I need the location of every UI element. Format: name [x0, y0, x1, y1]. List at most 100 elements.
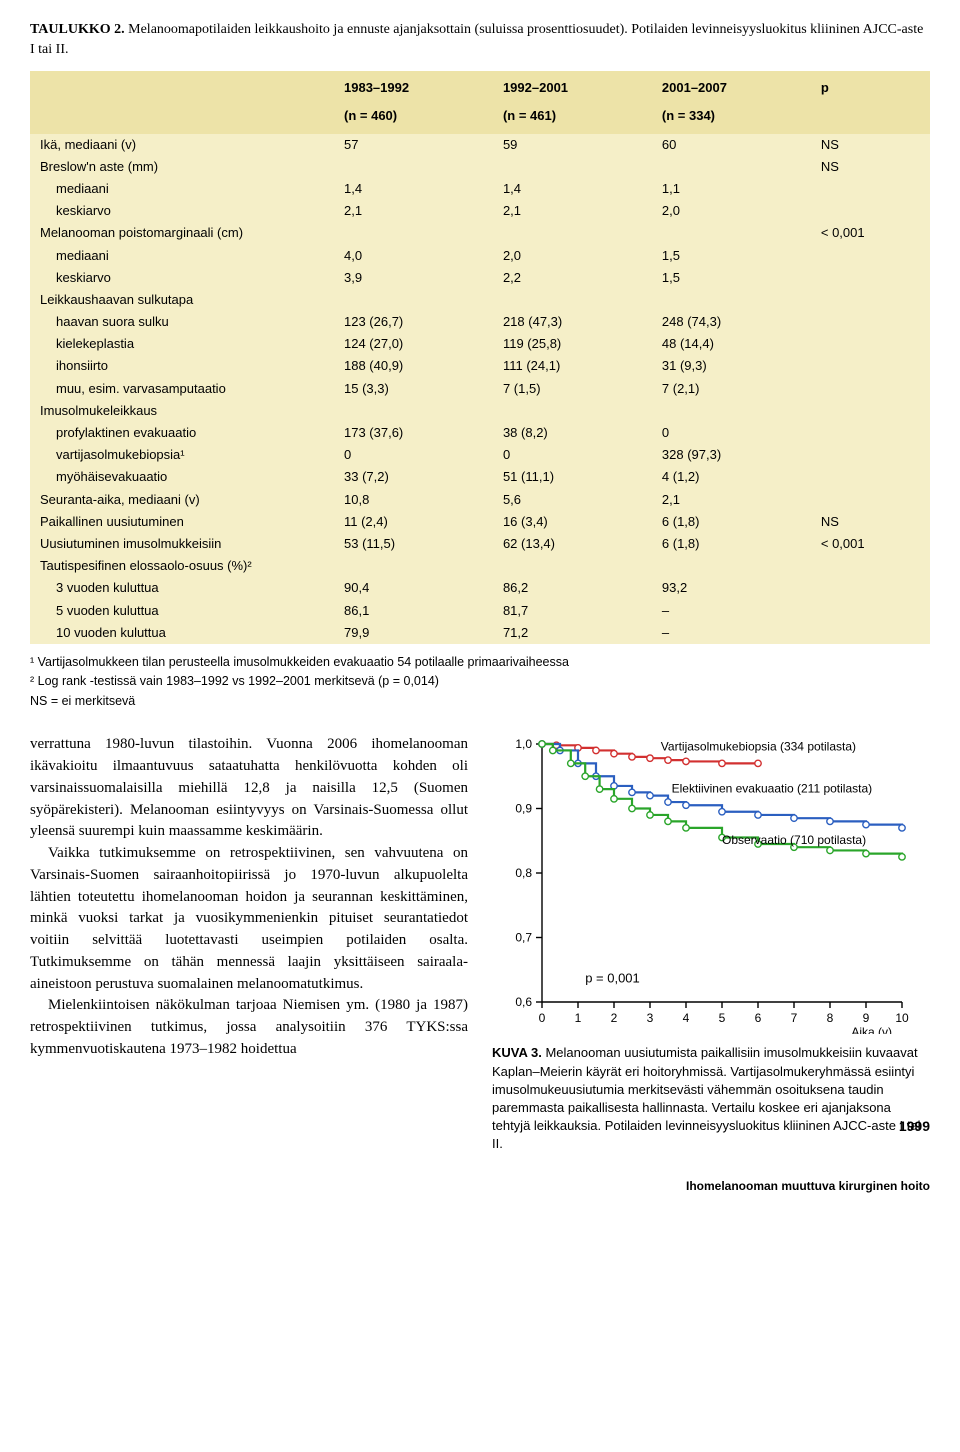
cell-c3: 7 (2,1) — [654, 378, 813, 400]
cell-c1: 188 (40,9) — [336, 355, 495, 377]
cell-c2: 16 (3,4) — [495, 511, 654, 533]
cell-c2: 0 — [495, 444, 654, 466]
cell-c3: 4 (1,2) — [654, 466, 813, 488]
cell-c3: 93,2 — [654, 577, 813, 599]
cell-p — [813, 444, 930, 466]
cell-c1: 90,4 — [336, 577, 495, 599]
cell-c2: 218 (47,3) — [495, 311, 654, 333]
cell-p — [813, 400, 930, 422]
cell-c2: 5,6 — [495, 489, 654, 511]
cell-p — [813, 311, 930, 333]
cell-c2: 2,0 — [495, 245, 654, 267]
svg-text:0: 0 — [539, 1011, 546, 1025]
cell-p — [813, 422, 930, 444]
cell-c1: 4,0 — [336, 245, 495, 267]
cell-c2 — [495, 222, 654, 244]
cell-p: < 0,001 — [813, 222, 930, 244]
cell-p — [813, 333, 930, 355]
row-label: Melanooman poistomarginaali (cm) — [30, 222, 336, 244]
cell-p — [813, 600, 930, 622]
cell-c3 — [654, 222, 813, 244]
table-footnotes: ¹ Vartijasolmukkeen tilan perusteella im… — [30, 654, 930, 711]
cell-c1: 1,4 — [336, 178, 495, 200]
figure-caption-text: Melanooman uusiutumista paikallisiin imu… — [492, 1045, 921, 1151]
table-title-text: Melanoomapotilaiden leikkaushoito ja enn… — [30, 22, 923, 57]
cell-p — [813, 200, 930, 222]
svg-text:Observaatio (710 potilasta): Observaatio (710 potilasta) — [722, 833, 866, 847]
svg-text:6: 6 — [755, 1011, 762, 1025]
cell-c2 — [495, 289, 654, 311]
row-label: Seuranta-aika, mediaani (v) — [30, 489, 336, 511]
table-row: Paikallinen uusiutuminen11 (2,4)16 (3,4)… — [30, 511, 930, 533]
svg-text:p = 0,001: p = 0,001 — [585, 971, 640, 986]
chart-svg: 0,60,70,80,91,0012345678910Aika (v)Varti… — [492, 734, 922, 1034]
svg-text:Elektiivinen evakuaatio (211 p: Elektiivinen evakuaatio (211 potilasta) — [672, 782, 873, 796]
svg-text:2: 2 — [611, 1011, 618, 1025]
cell-p: NS — [813, 134, 930, 156]
svg-text:0,7: 0,7 — [515, 931, 532, 945]
cell-p — [813, 178, 930, 200]
cell-c3: 2,1 — [654, 489, 813, 511]
svg-text:0,6: 0,6 — [515, 995, 532, 1009]
row-label: profylaktinen evakuaatio — [30, 422, 336, 444]
cell-p — [813, 466, 930, 488]
cell-c3: 1,1 — [654, 178, 813, 200]
row-label: 10 vuoden kuluttua — [30, 622, 336, 644]
figure-caption: KUVA 3. Melanooman uusiutumista paikalli… — [492, 1044, 930, 1153]
cell-c2: 2,1 — [495, 200, 654, 222]
cell-c3: 60 — [654, 134, 813, 156]
cell-c3: 1,5 — [654, 267, 813, 289]
table-row: Melanooman poistomarginaali (cm) < 0,001 — [30, 222, 930, 244]
cell-c1 — [336, 156, 495, 178]
cell-c3: – — [654, 622, 813, 644]
cell-p — [813, 489, 930, 511]
svg-text:3: 3 — [647, 1011, 654, 1025]
cell-p: NS — [813, 511, 930, 533]
col3-header-b: (n = 334) — [654, 99, 813, 133]
table-row: Breslow'n aste (mm)NS — [30, 156, 930, 178]
body-text-column: verrattuna 1980-luvun tilastoihin. Vuonn… — [30, 734, 468, 1153]
cell-c1: 2,1 — [336, 200, 495, 222]
cell-c3: 1,5 — [654, 245, 813, 267]
cell-c2: 71,2 — [495, 622, 654, 644]
cell-c1 — [336, 555, 495, 577]
cell-c1: 3,9 — [336, 267, 495, 289]
table-row: kielekeplastia124 (27,0)119 (25,8)48 (14… — [30, 333, 930, 355]
svg-text:7: 7 — [791, 1011, 798, 1025]
col1-header-a: 1983–1992 — [336, 71, 495, 99]
cell-c3: 48 (14,4) — [654, 333, 813, 355]
cell-c1: 15 (3,3) — [336, 378, 495, 400]
cell-c1: 123 (26,7) — [336, 311, 495, 333]
cell-c3: 31 (9,3) — [654, 355, 813, 377]
row-label: haavan suora sulku — [30, 311, 336, 333]
cell-c3: 248 (74,3) — [654, 311, 813, 333]
cell-c3 — [654, 156, 813, 178]
cell-c1: 79,9 — [336, 622, 495, 644]
svg-text:1: 1 — [575, 1011, 582, 1025]
cell-c3 — [654, 555, 813, 577]
table-row: 3 vuoden kuluttua90,486,293,2 — [30, 577, 930, 599]
data-table: 1983–1992 1992–2001 2001–2007 p (n = 460… — [30, 71, 930, 644]
table-label: TAULUKKO 2. — [30, 22, 125, 37]
cell-c3: 6 (1,8) — [654, 533, 813, 555]
col3-header-a: 2001–2007 — [654, 71, 813, 99]
row-label: keskiarvo — [30, 267, 336, 289]
col2-header-b: (n = 461) — [495, 99, 654, 133]
cell-c2: 86,2 — [495, 577, 654, 599]
cell-p — [813, 378, 930, 400]
body-p3: Mielenkiintoisen näkökulman tarjoaa Niem… — [30, 995, 468, 1060]
row-label: 5 vuoden kuluttua — [30, 600, 336, 622]
row-label: myöhäisevakuaatio — [30, 466, 336, 488]
cell-c2: 59 — [495, 134, 654, 156]
row-label: mediaani — [30, 245, 336, 267]
cell-c2: 51 (11,1) — [495, 466, 654, 488]
table-row: Seuranta-aika, mediaani (v)10,85,62,1 — [30, 489, 930, 511]
col2-header-a: 1992–2001 — [495, 71, 654, 99]
table-row: Leikkaushaavan sulkutapa — [30, 289, 930, 311]
cell-c1: 124 (27,0) — [336, 333, 495, 355]
cell-p — [813, 355, 930, 377]
cell-c2 — [495, 555, 654, 577]
table-row: keskiarvo2,12,12,0 — [30, 200, 930, 222]
table-row: mediaani1,41,41,1 — [30, 178, 930, 200]
body-p2: Vaikka tutkimuksemme on retrospektiivine… — [30, 843, 468, 995]
